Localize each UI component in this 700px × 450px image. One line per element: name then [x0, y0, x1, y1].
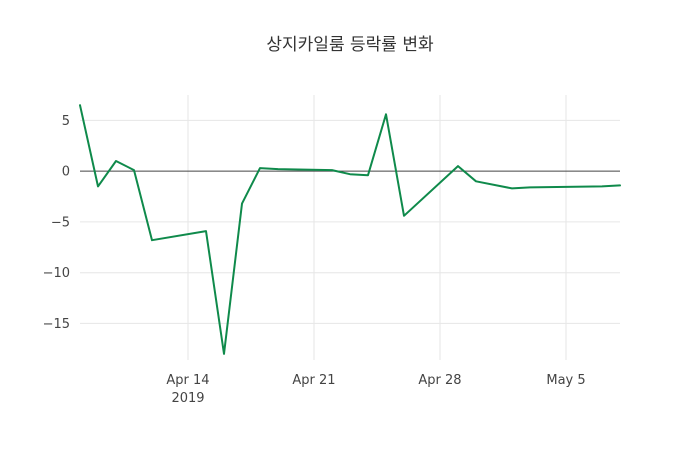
y-tick-label: −10 — [43, 266, 70, 281]
y-tick-label: −5 — [51, 215, 70, 230]
x-tick-label: Apr 14 — [166, 373, 209, 388]
x-tick-label: May 5 — [546, 373, 585, 388]
x-tick-label: Apr 21 — [292, 373, 335, 388]
y-tick-label: 0 — [62, 165, 70, 180]
x-tick-label: Apr 28 — [418, 373, 461, 388]
series-line — [79, 104, 621, 355]
y-tick-label: 5 — [62, 114, 70, 129]
x-tick-year-label: 2019 — [171, 391, 204, 406]
y-tick-label: −15 — [43, 317, 70, 332]
chart-title: 상지카일룸 등락률 변화 — [266, 35, 434, 55]
